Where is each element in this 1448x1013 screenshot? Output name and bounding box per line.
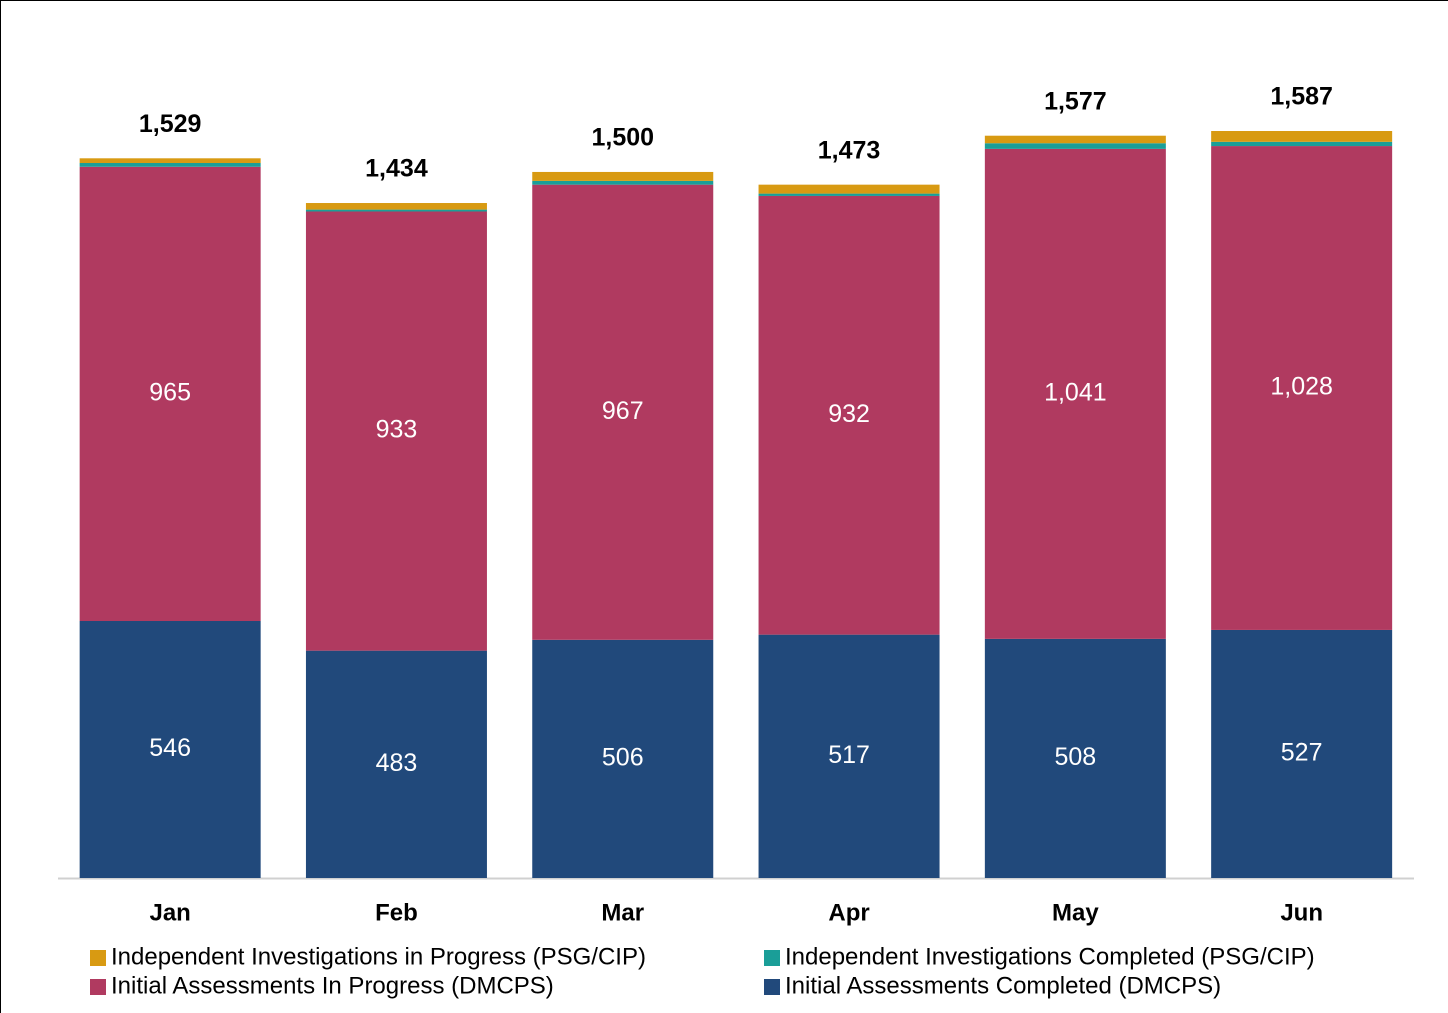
- bar-segment: [79, 158, 261, 164]
- bar-segment: [79, 166, 261, 621]
- bar-segment: [305, 650, 487, 878]
- data-label: 483: [376, 749, 418, 777]
- total-label: 1,473: [818, 136, 881, 164]
- bar-segment: [984, 638, 1166, 878]
- bar-segment: [532, 639, 714, 878]
- data-label: 506: [602, 744, 644, 772]
- x-tick-label: Jun: [1280, 899, 1323, 926]
- bar-segment: [984, 148, 1166, 639]
- total-label: 1,500: [591, 124, 654, 152]
- bar-segment: [79, 620, 261, 878]
- data-label: 527: [1281, 739, 1323, 767]
- bar-segment: [758, 193, 940, 196]
- legend-swatch: [90, 950, 106, 966]
- total-label: 1,577: [1044, 87, 1107, 115]
- x-tick-label: Mar: [601, 899, 644, 926]
- bar-segment: [305, 203, 487, 210]
- x-tick-label: Apr: [828, 899, 869, 926]
- legend-label: Initial Assessments In Progress (DMCPS): [111, 972, 554, 999]
- bar-segment: [532, 180, 714, 185]
- data-label: 1,041: [1044, 378, 1107, 406]
- total-label: 1,529: [139, 110, 202, 138]
- data-label: 508: [1054, 743, 1096, 771]
- bar-segment: [1211, 629, 1393, 878]
- bar-segment: [532, 171, 714, 181]
- bar-segment: [305, 211, 487, 651]
- bar-segment: [984, 135, 1166, 144]
- data-label: 967: [602, 397, 644, 425]
- data-label: 1,028: [1270, 373, 1333, 401]
- legend-label: Independent Investigations in Progress (…: [111, 943, 646, 970]
- legend-swatch: [90, 979, 106, 995]
- x-tick-label: Jan: [149, 899, 190, 926]
- bar-segment: [984, 143, 1166, 149]
- data-label: 546: [149, 734, 191, 762]
- bar-segment: [1211, 141, 1393, 147]
- data-label: 517: [828, 741, 870, 769]
- bar-segment: [758, 184, 940, 194]
- legend-swatch: [764, 979, 780, 995]
- data-label: 932: [828, 400, 870, 428]
- bar-segment: [532, 184, 714, 640]
- bar-segment: [305, 209, 487, 212]
- bar-segment: [758, 195, 940, 635]
- total-label: 1,587: [1270, 83, 1333, 111]
- x-tick-label: May: [1052, 899, 1099, 926]
- bar-segment: [1211, 146, 1393, 630]
- bar-segment: [758, 634, 940, 878]
- bar-segment: [79, 163, 261, 167]
- legend-label: Initial Assessments Completed (DMCPS): [785, 972, 1221, 999]
- legend-swatch: [764, 950, 780, 966]
- data-label: 933: [376, 416, 418, 444]
- legend-label: Independent Investigations Completed (PS…: [785, 943, 1315, 970]
- data-label: 965: [149, 378, 191, 406]
- bar-segment: [1211, 131, 1393, 142]
- x-tick-label: Feb: [375, 899, 418, 926]
- total-label: 1,434: [365, 155, 428, 183]
